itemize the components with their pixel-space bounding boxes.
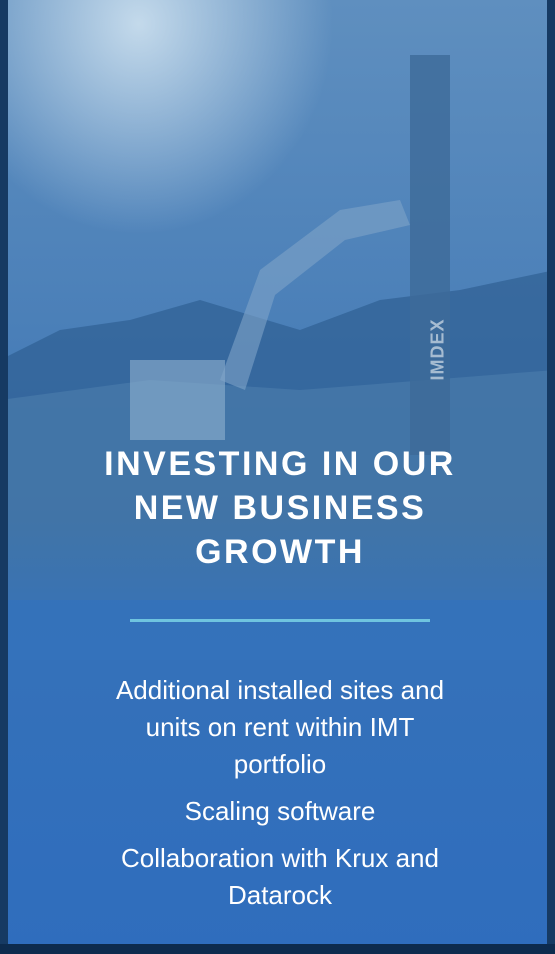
title-line: GROWTH bbox=[195, 533, 365, 571]
title-line: NEW BUSINESS bbox=[133, 489, 427, 527]
point: Collaboration with Krux and Datarock bbox=[121, 843, 439, 910]
points: Additional installed sites and units on … bbox=[80, 672, 480, 924]
photo-text: IMDEX bbox=[427, 318, 448, 381]
title: INVESTING IN OUR NEW BUSINESS GROWTH bbox=[40, 442, 520, 574]
point: Additional installed sites and units on … bbox=[115, 675, 445, 779]
point: Scaling software bbox=[184, 796, 376, 826]
divider bbox=[130, 619, 430, 622]
title-line: INVESTING IN OUR bbox=[104, 445, 456, 483]
